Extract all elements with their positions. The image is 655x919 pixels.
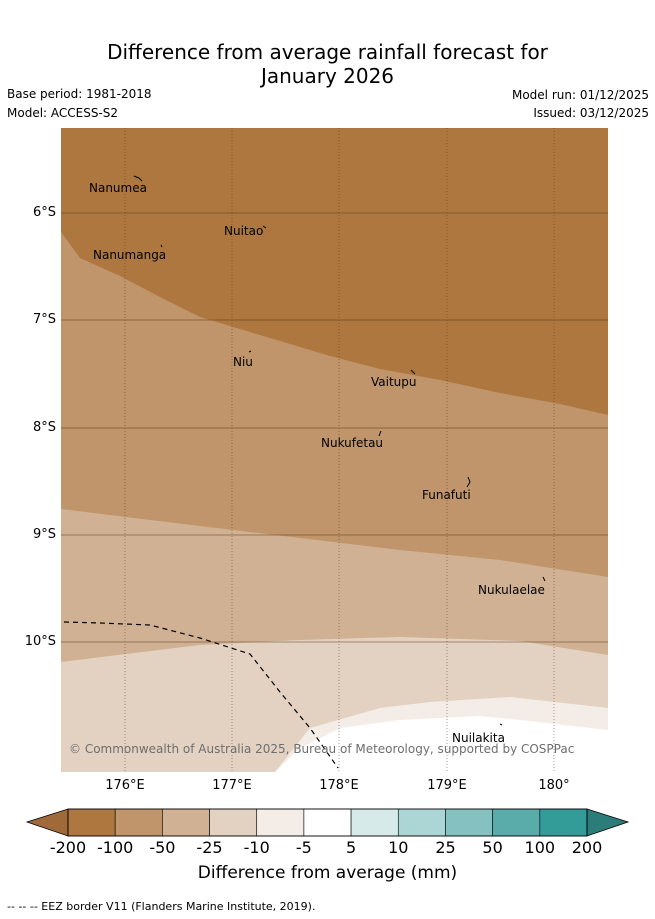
band-minus100-to-minus200	[61, 128, 608, 415]
colorbar-tick: 100	[524, 838, 556, 857]
copyright-notice: © Commonwealth of Australia 2025, Bureau…	[69, 742, 575, 756]
colorbar	[25, 808, 630, 837]
island-vaitupu	[410, 369, 416, 375]
white-land-area	[275, 716, 608, 772]
island-nuilakita	[499, 723, 503, 726]
colorbar-tick: 25	[435, 838, 456, 857]
colorbar-cell	[114, 808, 163, 837]
lat-label-7s: 7°S	[32, 312, 56, 327]
colorbar-cell	[256, 808, 305, 837]
eez-legend-note: -- -- -- EEZ border V11 (Flanders Marine…	[7, 900, 316, 913]
base-period: Base period: 1981-2018	[7, 87, 152, 101]
place-nuilakita: Nuilakita	[452, 731, 505, 745]
colorbar-tick: -200	[49, 838, 87, 857]
colorbar-title: Difference from average (mm)	[197, 863, 458, 883]
model-name: Model: ACCESS-S2	[7, 106, 119, 120]
colorbar-extend-high	[586, 808, 630, 837]
place-nuitao: Nuitao	[224, 224, 264, 238]
island-niu	[248, 350, 252, 353]
place-niu: Niu	[233, 355, 253, 369]
island-nukufetau	[378, 430, 382, 437]
colorbar-cell	[67, 808, 116, 837]
title-line-1: Difference from average rainfall forecas…	[107, 40, 548, 64]
colorbar-tick: -5	[295, 838, 312, 857]
lon-label-180: 180°	[538, 778, 570, 793]
lat-label-9s: 9°S	[32, 527, 56, 542]
place-funafuti: Funafuti	[422, 488, 471, 502]
island-nanumanga	[160, 244, 163, 248]
colorbar-tick: 5	[346, 838, 357, 857]
lat-label-8s: 8°S	[32, 420, 56, 435]
colorbar-cell	[209, 808, 258, 837]
colorbar-cell	[492, 808, 541, 837]
rainfall-map	[61, 128, 608, 772]
island-marks	[133, 175, 546, 726]
title-line-2: January 2026	[260, 64, 395, 88]
lat-label-10s: 10°S	[24, 634, 56, 649]
lat-label-6s: 6°S	[32, 205, 56, 220]
place-nanumea: Nanumea	[89, 181, 147, 195]
colorbar-frame	[67, 808, 588, 837]
colorbar-cell	[539, 808, 588, 837]
lon-gridlines	[124, 128, 555, 772]
colorbar-tick: -10	[243, 838, 270, 857]
colorbar-tick: -100	[97, 838, 134, 857]
place-vaitupu: Vaitupu	[371, 375, 417, 389]
colorbar-cell	[162, 808, 210, 837]
place-nanumanga: Nanumanga	[93, 248, 167, 262]
place-nukufetau: Nukufetau	[321, 436, 384, 450]
model-run: Model run: 01/12/2025	[511, 88, 649, 102]
colorbar-tick: 200	[571, 838, 603, 857]
colorbar-cell	[303, 808, 352, 837]
issued-date: Issued: 03/12/2025	[533, 106, 649, 120]
lon-label-179e: 179°E	[427, 778, 467, 793]
lon-label-178e: 178°E	[319, 778, 359, 793]
colorbar-cell	[350, 808, 399, 837]
eez-border-line	[63, 621, 339, 769]
colorbar-extend-low	[25, 808, 69, 837]
colorbar-tick: 10	[388, 838, 409, 857]
colorbar-cell	[397, 808, 446, 837]
colorbar-cell	[445, 808, 493, 837]
island-nukulaelae	[542, 576, 546, 582]
map-title: Difference from average rainfall forecas…	[0, 40, 655, 88]
colorbar-tick: 50	[482, 838, 503, 857]
island-funafuti	[466, 476, 471, 488]
lon-label-176e: 176°E	[105, 778, 145, 793]
colorbar-tick: -50	[149, 838, 176, 857]
colorbar-tick: -25	[196, 838, 223, 857]
gridlines	[61, 212, 608, 643]
lon-label-177e: 177°E	[212, 778, 252, 793]
island-nanumea	[133, 175, 143, 182]
place-nukulaelae: Nukulaelae	[478, 583, 545, 597]
island-nuitao	[262, 225, 267, 229]
